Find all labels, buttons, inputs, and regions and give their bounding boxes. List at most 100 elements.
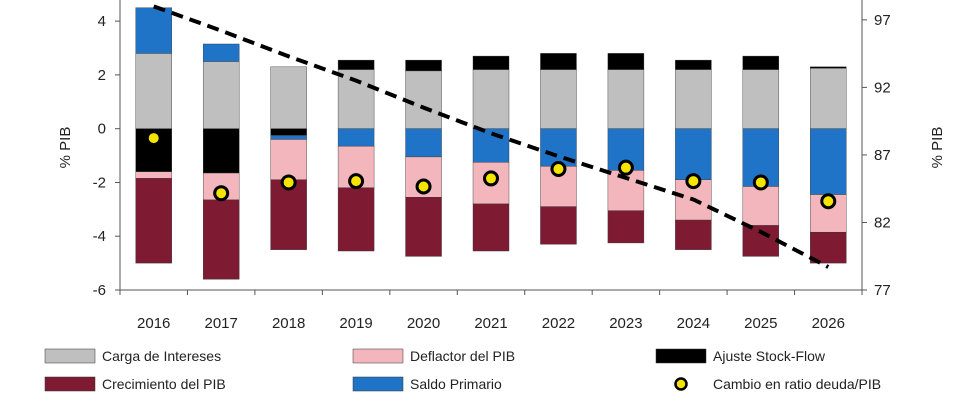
bar-segment-carga-2020 (405, 70, 442, 129)
legend-label-ajuste: Ajuste Stock-Flow (713, 348, 826, 364)
bar-segment-crecimiento-2019 (337, 187, 375, 252)
bar-segment-saldo-2026 (810, 128, 847, 195)
x-tick-label: 2025 (744, 315, 777, 332)
legend-item-saldo: Saldo Primario (352, 376, 502, 392)
legend: Carga de Intereses Deflactor del PIB Ajust… (44, 348, 881, 392)
x-tick-label: 2018 (272, 315, 305, 332)
bar-segment-ajuste-2025 (742, 55, 780, 70)
x-tick-label: 2026 (812, 315, 845, 332)
bar-segment-carga-2016 (135, 53, 172, 129)
bar-segment-crecimiento-2020 (405, 197, 442, 257)
bar-segment-carga-2024 (675, 69, 712, 129)
bar-segment-carga-2026 (810, 67, 847, 129)
x-tick-label: 2017 (204, 315, 237, 332)
left-tick-label: 0 (98, 121, 106, 138)
cambio-dot-2024 (685, 173, 702, 190)
debt-line-layer (153, 4, 830, 269)
cambio-dot-2025 (752, 174, 769, 191)
bar-segment-carga-2025 (742, 69, 780, 129)
bar-segment-crecimiento-2022 (540, 206, 577, 245)
bar-segment-crecimiento-2021 (472, 203, 510, 252)
x-tick-label: 2023 (609, 315, 642, 332)
legend-item-ajuste: Ajuste Stock-Flow (655, 348, 826, 364)
bar-segment-carga-2022 (540, 69, 577, 129)
x-tick-label: 2021 (474, 315, 507, 332)
bar-segment-ajuste-2017 (202, 128, 240, 174)
cambio-dot-2021 (483, 170, 499, 187)
legend-swatch-cambio (674, 377, 688, 391)
right-tick-label: 97 (874, 12, 891, 29)
bar-segment-saldo-2016 (135, 7, 172, 54)
right-axis-title: % PIB (929, 127, 946, 169)
bar-segment-ajuste-2020 (405, 59, 442, 72)
axes-layer: 4 2 0 -2 -4 -6 97 92 87 82 77 % PIB % PIB 2016 2017 201… (57, 0, 946, 332)
legend-label-cambio: Cambio en ratio deuda/PIB (713, 376, 881, 392)
legend-swatch-crecimiento (44, 376, 96, 392)
bar-segment-ajuste-2024 (675, 59, 712, 70)
right-tick-label: 77 (874, 282, 891, 299)
legend-label-saldo: Saldo Primario (410, 376, 502, 392)
left-tick-label: -2 (93, 174, 106, 191)
bar-segment-ajuste-2019 (337, 59, 375, 70)
bar-segment-crecimiento-2016 (135, 178, 172, 264)
bar-segment-ajuste-2022 (540, 53, 577, 70)
bar-segment-saldo-2021 (472, 128, 510, 163)
cambio-dot-2020 (415, 178, 432, 195)
left-axis-title: % PIB (57, 127, 74, 169)
dots-layer (145, 130, 837, 210)
bar-segment-ajuste-2026 (810, 66, 847, 69)
bar-segment-carga-2017 (202, 61, 240, 129)
bar-segment-crecimiento-2026 (810, 231, 847, 264)
legend-label-carga: Carga de Intereses (102, 348, 221, 364)
legend-label-crecimiento: Crecimiento del PIB (102, 376, 226, 392)
legend-swatch-deflactor (352, 348, 404, 364)
bar-segment-deflactor-2016 (135, 171, 172, 179)
legend-swatch-ajuste (655, 348, 707, 364)
cambio-dot-2022 (550, 161, 567, 178)
left-tick-label: 4 (98, 13, 106, 30)
legend-swatch-carga (44, 348, 96, 364)
left-tick-label: -4 (93, 228, 106, 245)
bar-segment-carga-2019 (337, 69, 375, 129)
bar-segment-crecimiento-2023 (607, 210, 645, 244)
bar-segment-carga-2021 (472, 69, 510, 129)
cambio-dot-2026 (820, 193, 837, 210)
bar-segment-deflactor-2025 (742, 186, 780, 226)
legend-item-deflactor: Deflactor del PIB (352, 348, 515, 364)
bar-segment-carga-2023 (607, 69, 645, 129)
bar-segment-saldo-2017 (202, 43, 240, 62)
cambio-dot-2016 (145, 130, 162, 147)
bar-segment-crecimiento-2017 (202, 199, 240, 280)
x-tick-label: 2020 (407, 315, 440, 332)
debt-ratio-line (153, 4, 830, 269)
bar-segment-crecimiento-2024 (675, 219, 712, 250)
bar-segment-ajuste-2023 (607, 53, 645, 70)
bars-layer (135, 7, 847, 280)
x-tick-label: 2019 (339, 315, 372, 332)
bar-segment-ajuste-2018 (270, 128, 307, 136)
bar-segment-saldo-2018 (270, 135, 307, 140)
cambio-dot-2017 (213, 185, 230, 202)
legend-item-cambio: Cambio en ratio deuda/PIB (674, 376, 881, 392)
legend-swatch-saldo (352, 376, 404, 392)
bar-segment-ajuste-2021 (472, 55, 510, 70)
cambio-dot-2018 (280, 174, 297, 191)
legend-item-carga: Carga de Intereses (44, 348, 221, 364)
bar-segment-saldo-2024 (675, 128, 712, 180)
legend-label-deflactor: Deflactor del PIB (410, 348, 515, 364)
left-tick-label: 2 (98, 67, 106, 84)
right-tick-label: 87 (874, 147, 891, 164)
left-tick-label: -6 (93, 282, 106, 299)
right-tick-label: 92 (874, 79, 891, 96)
right-tick-label: 82 (874, 214, 891, 231)
bar-segment-carga-2018 (270, 66, 307, 129)
x-tick-label: 2022 (542, 315, 575, 332)
cambio-dot-2023 (617, 159, 634, 176)
x-tick-label: 2024 (677, 315, 710, 332)
bar-segment-deflactor-2018 (270, 139, 307, 180)
legend-item-crecimiento: Crecimiento del PIB (44, 376, 226, 392)
cambio-dot-2019 (348, 173, 365, 190)
x-tick-label: 2016 (137, 315, 170, 332)
